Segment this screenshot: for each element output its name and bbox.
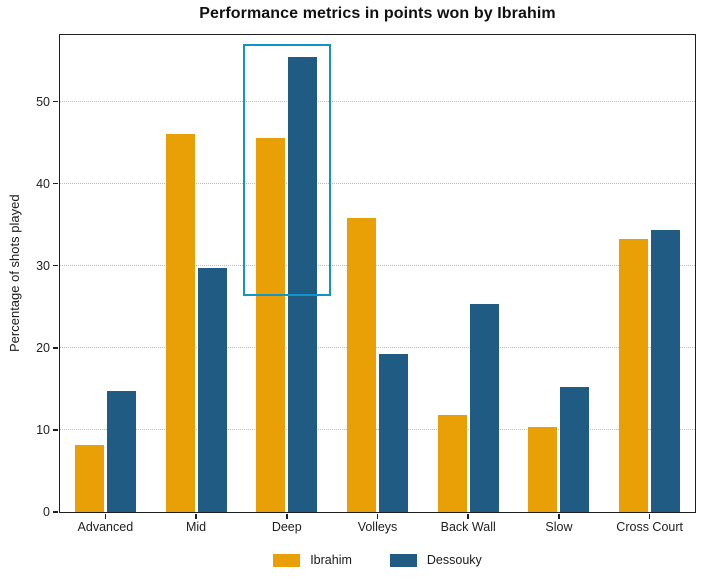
legend-label-dessouky: Dessouky [426,553,482,567]
gridline [60,101,695,103]
legend-item-dessouky: Dessouky [389,553,482,567]
y-tick-mark [53,182,58,185]
gridline [60,183,695,185]
x-tick-mark [195,514,197,519]
x-tick-mark [376,514,379,519]
x-tick-mark [286,514,288,519]
x-tick-mark [104,514,107,519]
bar-ibrahim-volleys [347,218,376,512]
bar-ibrahim-advanced [74,444,104,512]
legend-swatch-ibrahim [273,553,301,567]
x-tick-label-slow: Slow [545,520,573,534]
highlight-rectangle [242,44,331,297]
legend: Ibrahim Dessouky [59,549,696,571]
bar-ibrahim-mid [165,133,195,512]
bar-dessouky-deep [288,57,318,512]
y-tick-label: 40 [36,176,50,191]
bar-dessouky-back-wall [469,304,499,512]
y-tick-mark [53,429,58,431]
x-tick-label-back-wall: Back Wall [440,520,496,534]
bar-ibrahim-deep [256,137,286,512]
gridline [60,265,695,267]
chart-title: Performance metrics in points won by Ibr… [199,5,556,22]
bar-dessouky-cross-court [651,229,681,512]
y-tick-mark [53,511,58,513]
y-tick-mark [53,100,58,103]
bar-dessouky-volleys [379,354,408,512]
x-tick-label-deep: Deep [271,520,302,534]
x-tick-label-volleys: Volleys [357,520,398,534]
y-tick-label: 50 [36,94,50,109]
y-tick-label: 10 [36,422,50,437]
legend-label-ibrahim: Ibrahim [310,553,352,567]
y-tick-label: 0 [43,505,50,519]
bar-ibrahim-back-wall [437,415,467,512]
bar-dessouky-slow [560,387,590,512]
legend-swatch-dessouky [389,553,417,567]
x-tick-label-cross-court: Cross Court [616,520,683,534]
gridline [60,429,695,431]
x-tick-mark [648,514,651,519]
x-tick-mark [558,514,560,519]
gridline [60,347,695,349]
x-tick-label-mid: Mid [185,520,207,534]
legend-item-ibrahim: Ibrahim [273,553,352,567]
y-tick-label: 30 [36,258,50,273]
plot-area: 0 10 20 30 40 50 Advanced Mid Deep Volleys Back Wa… [36,34,696,534]
y-tick-label: 20 [36,340,50,355]
x-tick-label-advanced: Advanced [77,520,134,534]
bar-dessouky-advanced [106,391,136,512]
bar-dessouky-mid [197,268,227,512]
bar-ibrahim-slow [528,427,558,512]
y-tick-mark [53,347,58,349]
bar-ibrahim-cross-court [619,238,649,512]
x-tick-mark [467,514,469,519]
y-tick-mark [53,264,58,267]
